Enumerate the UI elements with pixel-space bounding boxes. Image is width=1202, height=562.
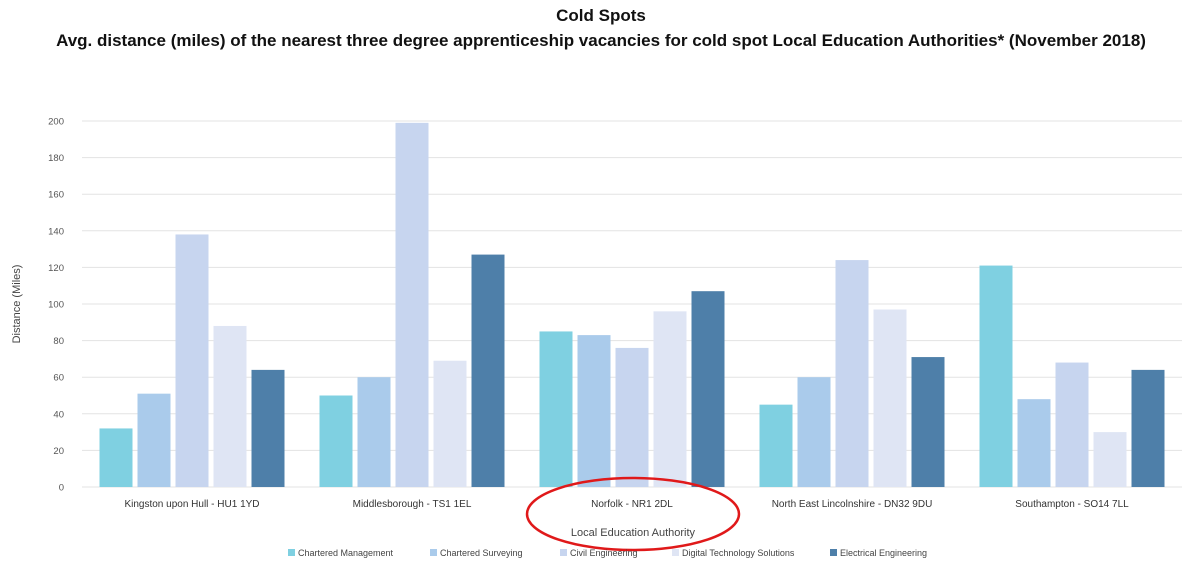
bar bbox=[797, 377, 831, 487]
legend-label: Electrical Engineering bbox=[840, 548, 927, 558]
bar bbox=[979, 265, 1013, 487]
y-tick-label: 40 bbox=[53, 409, 64, 420]
legend-swatch bbox=[288, 549, 295, 556]
legend-label: Digital Technology Solutions bbox=[682, 548, 795, 558]
bar bbox=[433, 360, 467, 487]
bar bbox=[471, 254, 505, 487]
y-tick-label: 100 bbox=[48, 300, 64, 311]
bar bbox=[213, 325, 247, 487]
x-tick-label: Southampton - SO14 7LL bbox=[1015, 499, 1129, 510]
highlight-ellipse bbox=[525, 476, 741, 552]
bar bbox=[137, 393, 171, 487]
bar bbox=[835, 260, 869, 487]
bar bbox=[1093, 432, 1127, 487]
legend-label: Civil Engineering bbox=[570, 548, 638, 558]
bar bbox=[691, 291, 725, 487]
x-tick-label: Middlesborough - TS1 1EL bbox=[353, 499, 472, 510]
bar bbox=[873, 309, 907, 487]
bar bbox=[653, 311, 687, 487]
bar bbox=[319, 395, 353, 487]
bar bbox=[357, 377, 391, 487]
bar bbox=[1017, 399, 1051, 487]
bar bbox=[615, 347, 649, 487]
legend: Chartered Management Chartered Surveying C… bbox=[288, 548, 927, 558]
bar bbox=[911, 357, 945, 487]
x-tick-label: North East Lincolnshire - DN32 9DU bbox=[772, 499, 933, 510]
y-tick-label: 160 bbox=[48, 190, 64, 201]
chart-title: Cold Spots bbox=[556, 6, 646, 25]
y-axis-label: Distance (Miles) bbox=[11, 265, 23, 344]
y-tick-label: 0 bbox=[59, 483, 64, 494]
x-tick-label: Norfolk - NR1 2DL bbox=[591, 499, 673, 510]
legend-swatch bbox=[430, 549, 437, 556]
bar bbox=[395, 122, 429, 487]
y-tick-label: 140 bbox=[48, 226, 64, 237]
y-tick-label: 200 bbox=[48, 117, 64, 128]
x-axis-ticks: Kingston upon Hull - HU1 1YD Middlesborou… bbox=[124, 499, 1129, 510]
y-tick-label: 60 bbox=[53, 373, 64, 384]
bars bbox=[99, 122, 1165, 487]
bar bbox=[539, 331, 573, 487]
bar bbox=[1131, 369, 1165, 487]
bar bbox=[577, 335, 611, 487]
legend-swatch bbox=[672, 549, 679, 556]
y-tick-label: 180 bbox=[48, 153, 64, 164]
y-tick-label: 20 bbox=[53, 446, 64, 457]
chart-subtitle: Avg. distance (miles) of the nearest thr… bbox=[56, 31, 1146, 50]
x-tick-label: Kingston upon Hull - HU1 1YD bbox=[124, 499, 259, 510]
legend-swatch bbox=[560, 549, 567, 556]
y-tick-label: 80 bbox=[53, 336, 64, 347]
legend-label: Chartered Surveying bbox=[440, 548, 523, 558]
bar bbox=[99, 428, 133, 487]
bar bbox=[175, 234, 209, 487]
bar bbox=[1055, 362, 1089, 487]
bar bbox=[759, 404, 793, 487]
legend-swatch bbox=[830, 549, 837, 556]
bar bbox=[251, 369, 285, 487]
y-axis-ticks: 0 20 40 60 80 100 120 140 160 180 200 bbox=[48, 117, 64, 494]
y-tick-label: 120 bbox=[48, 263, 64, 274]
legend-label: Chartered Management bbox=[298, 548, 394, 558]
x-axis-label: Local Education Authority bbox=[571, 527, 696, 539]
